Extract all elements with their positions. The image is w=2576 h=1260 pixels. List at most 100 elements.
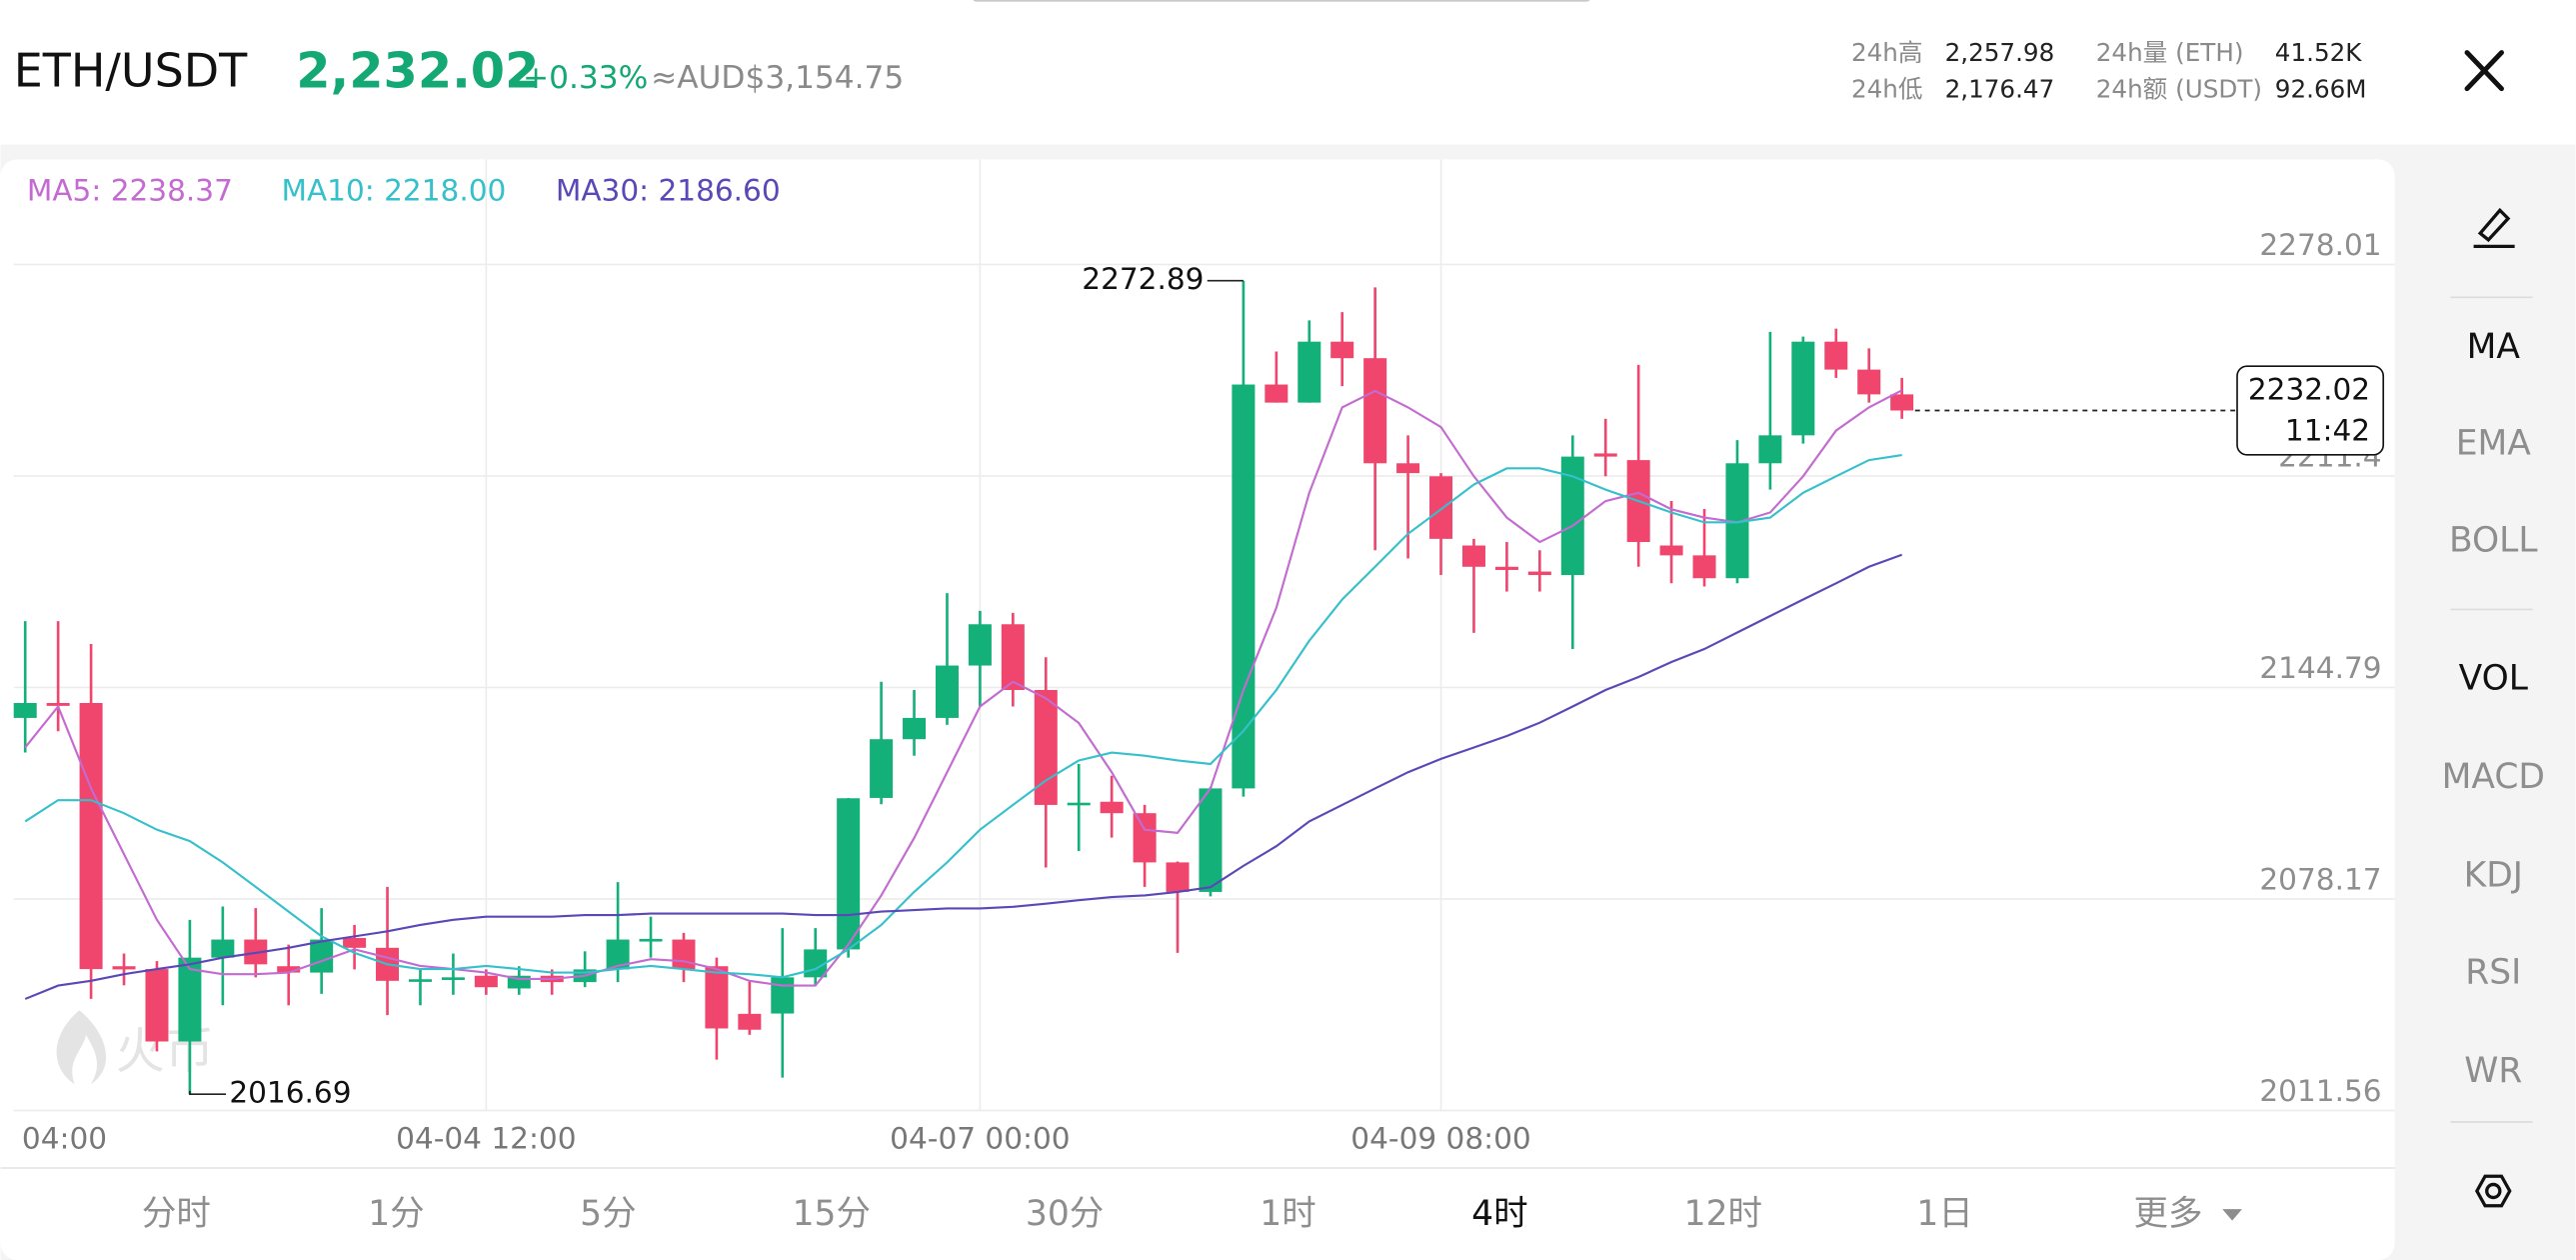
stat-value: 41.52K bbox=[2275, 38, 2362, 67]
stat-label: 24h低 bbox=[1851, 74, 1923, 103]
ma-line bbox=[24, 389, 1903, 987]
y-tick-label: 2278.01 bbox=[2259, 228, 2381, 262]
candle-body bbox=[1593, 453, 1617, 457]
candle-body bbox=[1232, 384, 1256, 789]
last-price: 2,232.02 bbox=[296, 41, 539, 99]
indicator-tab[interactable]: MACD bbox=[2442, 757, 2545, 797]
y-tick-label: 2144.79 bbox=[2259, 651, 2381, 685]
candle-body bbox=[1494, 566, 1518, 570]
indicator-tab[interactable]: VOL bbox=[2459, 659, 2529, 699]
candle-body bbox=[310, 939, 334, 973]
indicator-tab[interactable]: WR bbox=[2464, 1051, 2522, 1091]
draw-tool[interactable] bbox=[2473, 207, 2515, 249]
candle-body bbox=[1133, 813, 1157, 863]
fiat-price: ≈AUD$3,154.75 bbox=[651, 60, 904, 96]
candle-body bbox=[1001, 624, 1025, 690]
candle-body bbox=[1100, 801, 1124, 814]
candle-body bbox=[1067, 802, 1091, 806]
interval-tab[interactable]: 分时 bbox=[142, 1194, 211, 1234]
candle-body bbox=[1396, 463, 1420, 474]
candle-body bbox=[1363, 358, 1387, 464]
stat-value: 2,257.98 bbox=[1945, 38, 2055, 67]
last-price-label: 2232.02 bbox=[2248, 372, 2370, 406]
stat-label: 24h额 (USDT) bbox=[2096, 74, 2262, 103]
candle-body bbox=[277, 966, 301, 973]
stat-value: 2,176.47 bbox=[1945, 74, 2055, 103]
countdown: 11:42 bbox=[2285, 413, 2370, 447]
y-tick-label: 2078.17 bbox=[2259, 862, 2381, 896]
candle-body bbox=[178, 957, 202, 1042]
candle-body bbox=[935, 665, 959, 718]
candle-body bbox=[639, 938, 663, 942]
chart-card bbox=[0, 159, 2395, 1260]
x-tick-label: 04-07 00:00 bbox=[890, 1122, 1070, 1156]
candle-body bbox=[1791, 341, 1815, 436]
candle-body bbox=[1429, 476, 1453, 539]
candle-body bbox=[705, 966, 729, 1029]
interval-tab[interactable]: 4时 bbox=[1471, 1194, 1527, 1234]
annotation-leader bbox=[189, 1090, 227, 1096]
interval-tab[interactable]: 12时 bbox=[1684, 1194, 1762, 1234]
candle-body bbox=[1166, 862, 1190, 892]
indicator-tab[interactable]: RSI bbox=[2465, 953, 2521, 993]
legend-entry: MA30: 2186.60 bbox=[556, 174, 781, 208]
candle-body bbox=[1297, 341, 1321, 403]
indicator-tab[interactable]: MA bbox=[2467, 327, 2521, 367]
dropdown-caret bbox=[2222, 1209, 2242, 1221]
high-label: 2272.89 bbox=[1082, 262, 1204, 296]
x-tick-label: 04-09 08:00 bbox=[1350, 1122, 1530, 1156]
indicator-tab[interactable]: KDJ bbox=[2464, 856, 2523, 896]
stat-value: 92.66M bbox=[2275, 74, 2367, 103]
candle-body bbox=[1461, 545, 1485, 567]
pair: ETH/USDT bbox=[14, 43, 248, 97]
candle-body bbox=[672, 939, 696, 970]
candle-body bbox=[145, 969, 169, 1042]
candle-body bbox=[1890, 394, 1914, 411]
interval-tab[interactable]: 更多 bbox=[2134, 1194, 2203, 1234]
candle-body bbox=[1692, 555, 1716, 579]
header-bar bbox=[0, 0, 2576, 145]
stat-label: 24h高 bbox=[1851, 38, 1923, 67]
candle-body bbox=[1265, 384, 1288, 403]
change: +0.33% bbox=[523, 60, 648, 96]
indicator-tab[interactable]: BOLL bbox=[2449, 521, 2538, 561]
legend-entry: MA5: 2238.37 bbox=[27, 174, 233, 208]
last-price-box bbox=[2236, 365, 2385, 456]
candle-body bbox=[13, 703, 37, 718]
interval-tab[interactable]: 5分 bbox=[580, 1194, 636, 1234]
candle-body bbox=[738, 1013, 762, 1030]
candle-body bbox=[474, 975, 498, 988]
drag-handle bbox=[973, 0, 1590, 2]
candle-body bbox=[1824, 341, 1848, 370]
candle-body bbox=[771, 977, 795, 1014]
low-label: 2016.69 bbox=[229, 1076, 351, 1110]
interval-tab[interactable]: 30分 bbox=[1026, 1194, 1104, 1234]
interval-tab[interactable]: 1分 bbox=[368, 1194, 424, 1234]
interval-tab[interactable]: 1日 bbox=[1916, 1194, 1972, 1234]
x-tick-label: 04-04 12:00 bbox=[396, 1122, 576, 1156]
ma-line bbox=[24, 553, 1903, 1000]
interval-tab[interactable]: 1时 bbox=[1260, 1194, 1315, 1234]
close-button[interactable] bbox=[2464, 50, 2504, 92]
candle-body bbox=[903, 717, 927, 740]
x-tick-label: 04:00 bbox=[22, 1122, 107, 1156]
candle-body bbox=[1330, 341, 1354, 359]
candle-body bbox=[1725, 463, 1749, 579]
candle-body bbox=[46, 703, 70, 706]
candle-body bbox=[79, 703, 103, 970]
candle-body bbox=[441, 977, 465, 980]
settings-icon[interactable] bbox=[2474, 1174, 2512, 1208]
ma-line bbox=[24, 453, 1902, 979]
interval-tab[interactable]: 15分 bbox=[793, 1194, 871, 1234]
candle-body bbox=[1527, 571, 1551, 576]
candle-body bbox=[343, 937, 367, 948]
candle-body bbox=[1758, 435, 1782, 464]
candle-body bbox=[1659, 545, 1683, 556]
candle-body bbox=[1560, 456, 1584, 576]
y-tick-label: 2011.56 bbox=[2259, 1074, 2381, 1108]
indicator-tab[interactable]: EMA bbox=[2456, 424, 2532, 464]
candle-body bbox=[112, 966, 136, 970]
stat-label: 24h量 (ETH) bbox=[2096, 38, 2244, 67]
